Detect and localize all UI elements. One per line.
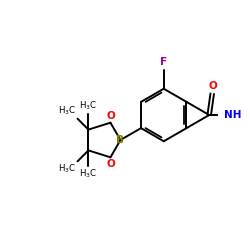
- Text: O: O: [106, 111, 115, 121]
- Text: F: F: [160, 57, 167, 67]
- Text: $\mathregular{H_3C}$: $\mathregular{H_3C}$: [79, 100, 98, 112]
- Text: B: B: [116, 135, 124, 145]
- Text: O: O: [208, 81, 217, 91]
- Text: O: O: [106, 159, 115, 169]
- Text: $\mathregular{H_3C}$: $\mathregular{H_3C}$: [58, 163, 76, 175]
- Text: $\mathregular{H_3C}$: $\mathregular{H_3C}$: [58, 105, 76, 117]
- Text: NH: NH: [224, 110, 241, 120]
- Text: $\mathregular{H_3C}$: $\mathregular{H_3C}$: [79, 168, 98, 180]
